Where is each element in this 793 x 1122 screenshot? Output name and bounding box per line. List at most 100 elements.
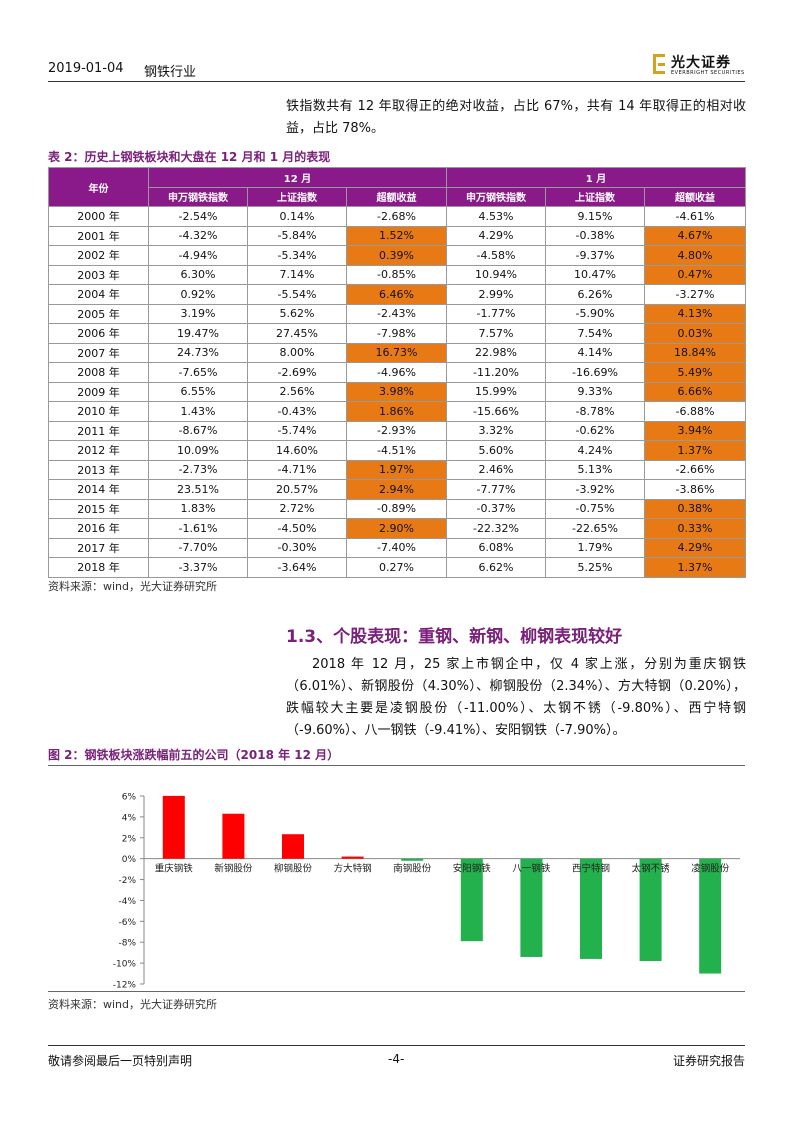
group-header-dec: 12 月: [148, 167, 447, 188]
value-cell: 6.08%: [446, 537, 546, 558]
page-number: -4-: [388, 1052, 405, 1066]
year-cell: 2005 年: [48, 303, 149, 324]
value-cell: 10.09%: [148, 440, 248, 461]
excess-return-cell: -3.86%: [643, 479, 747, 500]
value-cell: -2.69%: [247, 362, 347, 383]
page-header: 2019-01-04 钢铁行业 光大证券 EVERBRIGHT SECURITI…: [48, 54, 745, 80]
value-cell: -22.65%: [545, 518, 645, 539]
value-cell: 10.94%: [446, 264, 546, 285]
year-cell: 2010 年: [48, 401, 149, 422]
value-cell: -2.54%: [148, 206, 248, 227]
chart-source: 资料来源：wind，光大证券研究所: [48, 998, 218, 1011]
excess-return-cell: 1.52%: [346, 225, 447, 246]
report-date: 2019-01-04: [48, 61, 124, 76]
value-cell: -2.73%: [148, 459, 248, 480]
value-cell: 15.99%: [446, 381, 546, 402]
logo-subtext: EVERBRIGHT SECURITIES: [671, 70, 745, 76]
table-row: 2014 年 23.51% 20.57% 2.94% -7.77% -3.92% -3.86…: [48, 479, 747, 500]
value-cell: 23.51%: [148, 479, 248, 500]
excess-return-cell: 3.94%: [643, 420, 747, 441]
chart-top-rule: [48, 765, 745, 766]
year-cell: 2015 年: [48, 498, 149, 519]
x-tick-label: 新钢股份: [214, 863, 253, 875]
value-cell: -5.34%: [247, 245, 347, 266]
value-cell: -0.37%: [446, 498, 546, 519]
value-cell: 6.26%: [545, 284, 645, 305]
x-tick-label: 凌钢股份: [691, 863, 730, 875]
value-cell: -3.64%: [247, 557, 347, 578]
excess-return-cell: 1.97%: [346, 459, 447, 480]
value-cell: 1.83%: [148, 498, 248, 519]
year-cell: 2013 年: [48, 459, 149, 480]
excess-return-cell: 1.37%: [643, 557, 747, 578]
table-row: 2013 年 -2.73% -4.71% 1.97% 2.46% 5.13% -2.66%: [48, 459, 747, 480]
value-cell: -7.70%: [148, 537, 248, 558]
value-cell: 7.54%: [545, 323, 645, 344]
value-cell: 19.47%: [148, 323, 248, 344]
value-cell: -4.32%: [148, 225, 248, 246]
year-cell: 2003 年: [48, 264, 149, 285]
excess-return-cell: -2.66%: [643, 459, 747, 480]
value-cell: 3.32%: [446, 420, 546, 441]
chart-caption: 图 2：钢铁板块涨跌幅前五的公司（2018 年 12 月）: [48, 748, 340, 762]
year-cell: 2011 年: [48, 420, 149, 441]
table-row: 2009 年 6.55% 2.56% 3.98% 15.99% 9.33% 6.66%: [48, 381, 747, 402]
y-tick-label: 2%: [122, 834, 137, 844]
excess-return-cell: 2.94%: [346, 479, 447, 500]
excess-return-cell: 4.80%: [643, 245, 747, 266]
table-row: 2001 年 -4.32% -5.84% 1.52% 4.29% -0.38% 4.67%: [48, 225, 747, 246]
col-header: 上证指数: [545, 186, 645, 207]
value-cell: 5.60%: [446, 440, 546, 461]
value-cell: 2.46%: [446, 459, 546, 480]
excess-return-cell: 18.84%: [643, 342, 747, 363]
y-tick-label: -8%: [118, 939, 136, 949]
excess-return-cell: -6.88%: [643, 401, 747, 422]
value-cell: -8.78%: [545, 401, 645, 422]
value-cell: 8.00%: [247, 342, 347, 363]
table-row: 2015 年 1.83% 2.72% -0.89% -0.37% -0.75% 0.38%: [48, 498, 747, 519]
year-cell: 2004 年: [48, 284, 149, 305]
x-tick-label: 方大特钢: [334, 863, 372, 875]
value-cell: 20.57%: [247, 479, 347, 500]
value-cell: -11.20%: [446, 362, 546, 383]
col-header: 超额收益: [643, 186, 747, 207]
table-caption: 表 2：历史上钢铁板块和大盘在 12 月和 1 月的表现: [48, 150, 331, 164]
value-cell: -4.58%: [446, 245, 546, 266]
year-cell: 2008 年: [48, 362, 149, 383]
value-cell: -9.37%: [545, 245, 645, 266]
excess-return-cell: 0.39%: [346, 245, 447, 266]
bar: [341, 856, 364, 859]
excess-return-cell: -7.40%: [346, 537, 447, 558]
table-row: 2011 年 -8.67% -5.74% -2.93% 3.32% -0.62% 3.94%: [48, 420, 747, 441]
value-cell: -4.71%: [247, 459, 347, 480]
table-row: 2006 年 19.47% 27.45% -7.98% 7.57% 7.54% 0.03%: [48, 323, 747, 344]
logo-text: 光大证券: [671, 55, 731, 71]
y-tick-label: -4%: [118, 897, 136, 907]
table-source: 资料来源：wind，光大证券研究所: [48, 580, 218, 593]
value-cell: 10.47%: [545, 264, 645, 285]
year-cell: 2001 年: [48, 225, 149, 246]
value-cell: -16.69%: [545, 362, 645, 383]
x-tick-label: 太钢不锈: [632, 863, 671, 875]
excess-return-cell: 3.98%: [346, 381, 447, 402]
table-row: 2002 年 -4.94% -5.34% 0.39% -4.58% -9.37% 4.80%: [48, 245, 747, 266]
col-header: 申万钢铁指数: [446, 186, 546, 207]
table-row: 2016 年 -1.61% -4.50% 2.90% -22.32% -22.65% 0.3…: [48, 518, 747, 539]
header-divider: [48, 81, 745, 82]
bar: [639, 858, 662, 962]
section-title: 1.3、个股表现：重钢、新钢、柳钢表现较好: [286, 627, 623, 647]
excess-return-cell: 0.38%: [643, 498, 747, 519]
value-cell: 4.53%: [446, 206, 546, 227]
value-cell: -7.77%: [446, 479, 546, 500]
col-header: 上证指数: [247, 186, 347, 207]
section-paragraph: 2018 年 12 月，25 家上市钢企中，仅 4 家上涨，分别为重庆钢铁（6.…: [286, 657, 746, 738]
year-cell: 2014 年: [48, 479, 149, 500]
col-header: 申万钢铁指数: [148, 186, 248, 207]
footer-report-type: 证券研究报告: [672, 1054, 745, 1068]
excess-return-cell: 0.47%: [643, 264, 747, 285]
excess-return-cell: -2.93%: [346, 420, 447, 441]
year-cell: 2002 年: [48, 245, 149, 266]
value-cell: -0.75%: [545, 498, 645, 519]
x-tick-label: 柳钢股份: [274, 863, 313, 875]
bar-chart-svg: 6% 4% 2% 0% -2% -4% -6% -8% -10% -12% 重庆钢铁 新钢股份 柳钢股份…: [113, 793, 740, 991]
